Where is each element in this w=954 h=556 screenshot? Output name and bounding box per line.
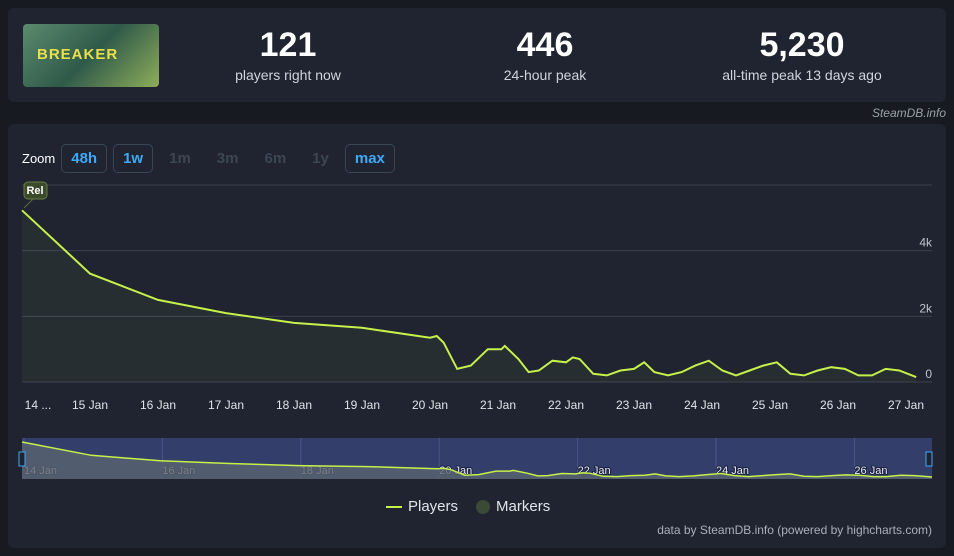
stat-current: 121 players right now: [188, 26, 388, 83]
x-tick-label: 24 Jan: [684, 398, 720, 412]
series-line-players: [21, 209, 917, 379]
navigator-line: [21, 441, 933, 478]
game-thumbnail[interactable]: BREAKER: [23, 24, 159, 87]
stat-label: all-time peak 13 days ago: [722, 67, 882, 83]
zoom-controls: Zoom 48h 1w 1m 3m 6m 1y max: [22, 144, 395, 173]
marker-swatch-icon: [476, 500, 491, 515]
x-tick-label: 21 Jan: [480, 398, 516, 412]
x-tick-label: 22 Jan: [548, 398, 584, 412]
zoom-6m-button[interactable]: 6m: [264, 150, 287, 167]
navigator-handle-left[interactable]: [18, 451, 26, 467]
x-tick-label: 23 Jan: [616, 398, 652, 412]
stat-label: 24-hour peak: [503, 67, 587, 83]
legend-label: Players: [408, 498, 459, 515]
zoom-1w-button[interactable]: 1w: [113, 144, 154, 173]
legend-players[interactable]: Players: [386, 498, 458, 515]
y-tick-label: 4k: [919, 236, 933, 250]
stat-value: 5,230: [759, 26, 845, 64]
zoom-3m-button[interactable]: 3m: [216, 150, 239, 167]
zoom-label: Zoom: [22, 151, 56, 166]
stat-label: players right now: [235, 67, 341, 83]
y-tick-label: 0: [925, 367, 932, 381]
x-tick-label: 27 Jan: [888, 398, 924, 412]
series-area: [22, 210, 917, 382]
stat-value: 121: [259, 26, 317, 64]
chart-legend: Players Markers: [386, 498, 550, 515]
release-marker-label: Rel: [26, 185, 43, 197]
zoom-max-button[interactable]: max: [344, 144, 395, 173]
stat-24h-peak: 446 24-hour peak: [445, 26, 645, 83]
stats-card: BREAKER 121 players right now 446 24-hour …: [8, 8, 946, 102]
release-marker: [23, 181, 48, 200]
x-tick-label: 16 Jan: [140, 398, 176, 412]
legend-markers[interactable]: Markers: [476, 498, 550, 515]
zoom-1y-button[interactable]: 1y: [312, 150, 329, 167]
steamdb-credit[interactable]: SteamDB.info: [871, 106, 946, 120]
x-tick-label: 26 Jan: [820, 398, 856, 412]
marker-connector: [23, 197, 35, 209]
navigator-handle-right[interactable]: [925, 451, 933, 467]
x-tick-label: 20 Jan: [412, 398, 448, 412]
navigator-area: [22, 442, 932, 479]
nav-tick-label: 26 Jan: [854, 465, 887, 477]
x-tick-label: 19 Jan: [344, 398, 380, 412]
zoom-1m-button[interactable]: 1m: [169, 150, 191, 167]
zoom-48h-button[interactable]: 48h: [61, 144, 108, 173]
x-tick-label: 14 ...: [25, 398, 52, 412]
stat-all-time-peak: 5,230 all-time peak 13 days ago: [702, 26, 902, 83]
x-tick-label: 25 Jan: [752, 398, 788, 412]
line-swatch-icon: [386, 506, 402, 509]
y-tick-label: 2k: [919, 301, 933, 315]
x-tick-label: 17 Jan: [208, 398, 244, 412]
legend-label: Markers: [496, 498, 551, 515]
x-tick-label: 15 Jan: [72, 398, 108, 412]
x-tick-label: 18 Jan: [276, 398, 312, 412]
chart-footer[interactable]: data by SteamDB.info (powered by highcha…: [657, 523, 932, 537]
stat-value: 446: [516, 26, 574, 64]
